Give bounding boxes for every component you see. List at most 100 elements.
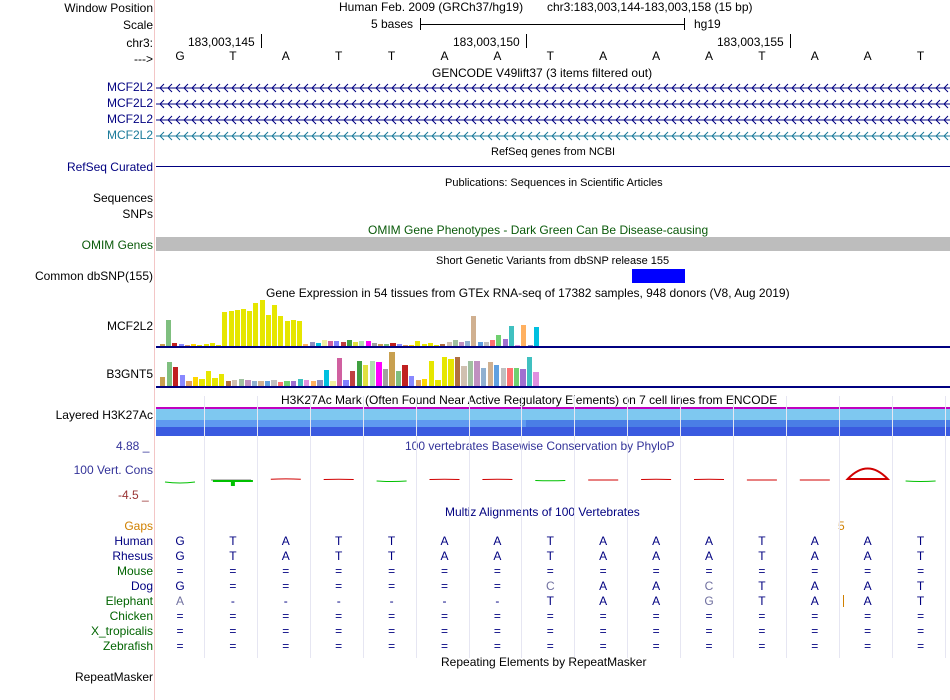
gtex-gene1-tissue-bar[interactable] [297, 321, 303, 346]
repeatmasker-label[interactable]: RepeatMasker [74, 670, 153, 684]
gtex-gene1-tissue-bar[interactable] [402, 344, 408, 346]
gtex-gene2-tissue-bar[interactable] [441, 357, 448, 386]
gtex-gene1-tissue-bar[interactable] [384, 343, 390, 346]
gtex-gene2-tissue-bar[interactable] [277, 382, 284, 386]
gtex-gene2-tissue-bar[interactable] [408, 376, 415, 386]
gtex-gene1-tissue-bar[interactable] [359, 340, 365, 346]
gtex-gene1-tissue-bar[interactable] [178, 343, 184, 346]
gtex-gene2-tissue-bar[interactable] [363, 365, 369, 386]
gtex-gene1-tissue-bar[interactable] [490, 339, 496, 346]
h3k27ac-label[interactable]: Layered H3K27Ac [55, 408, 153, 422]
gtex-gene2-tissue-bar[interactable] [428, 361, 434, 386]
gtex-gene1-tissue-bar[interactable] [209, 342, 215, 346]
gtex-gene2-tissue-bar[interactable] [323, 370, 330, 386]
gtex-gene1-tissue-bar[interactable] [166, 320, 172, 346]
species-label[interactable]: Mouse [116, 564, 153, 578]
gtex-gene2-tissue-bar[interactable] [304, 380, 310, 386]
gtex-gene1-tissue-bar[interactable] [247, 310, 253, 346]
gtex-gene2-tissue-bar[interactable] [291, 381, 297, 386]
gtex-gene2-tissue-bar[interactable] [448, 359, 454, 386]
gtex-gene2-tissue-bar[interactable] [481, 368, 487, 386]
species-label[interactable]: Human [114, 534, 153, 548]
gtex-gene1-tissue-bar[interactable] [396, 343, 402, 346]
gtex-gene2-tissue-bar[interactable] [343, 380, 349, 386]
gtex-gene1-bars[interactable] [160, 298, 540, 346]
gtex-gene2-tissue-bar[interactable] [218, 374, 225, 386]
refseq-label[interactable]: RefSeq Curated [66, 160, 153, 174]
gtex-gene2-tissue-bar[interactable] [225, 381, 231, 386]
gtex-gene1-tissue-bar[interactable] [508, 325, 514, 346]
gtex-gene1-tissue-bar[interactable] [434, 344, 440, 346]
gtex-gene1-tissue-bar[interactable] [265, 314, 271, 346]
gtex-gene1-tissue-bar[interactable] [197, 344, 203, 346]
gtex-gene1-tissue-bar[interactable] [321, 339, 327, 346]
gtex-gene1-tissue-bar[interactable] [172, 342, 178, 346]
gtex-gene1-tissue-bar[interactable] [533, 326, 539, 346]
gtex-gene1-tissue-bar[interactable] [184, 344, 190, 346]
gtex-gene1-tissue-bar[interactable] [309, 341, 315, 346]
gtex-gene2-tissue-bar[interactable] [467, 361, 474, 386]
gtex-gene1-tissue-bar[interactable] [234, 309, 240, 346]
gtex-gene1-tissue-bar[interactable] [502, 338, 508, 346]
publications-title[interactable]: Publications: Sequences in Scientific Ar… [445, 177, 663, 189]
species-label[interactable]: Dog [130, 579, 153, 593]
gtex-gene1-tissue-bar[interactable] [228, 310, 234, 346]
gtex-gene1-tissue-bar[interactable] [527, 344, 533, 346]
gtex-gene1-tissue-bar[interactable] [253, 303, 259, 346]
gtex-gene2-tissue-bar[interactable] [284, 381, 290, 386]
gtex-gene1-tissue-bar[interactable] [259, 300, 265, 346]
gtex-gene1-tissue-bar[interactable] [216, 344, 222, 346]
gtex-gene2-tissue-bar[interactable] [513, 368, 520, 386]
gtex-gene1-tissue-bar[interactable] [160, 343, 166, 346]
gencode-gene-label[interactable]: MCF2L2 [106, 96, 153, 110]
gtex-gene2-tissue-bar[interactable] [310, 381, 317, 386]
gtex-gene1-tissue-bar[interactable] [365, 340, 371, 346]
gtex-gene1-tissue-bar[interactable] [452, 339, 458, 346]
gtex-gene2-tissue-bar[interactable] [402, 365, 408, 386]
position-readout[interactable]: chr3:183,003,144-183,003,158 (15 bp) [547, 0, 753, 14]
gtex-gene2-tissue-bar[interactable] [251, 381, 258, 386]
gtex-gene2-tissue-bar[interactable] [179, 375, 185, 386]
gtex-gene2-tissue-bar[interactable] [297, 379, 303, 386]
publications-label-sequences[interactable]: Sequences [92, 191, 153, 205]
gencode-gene-label[interactable]: MCF2L2 [106, 80, 153, 94]
gencode-gene-bar[interactable] [156, 99, 950, 109]
gtex-gene1-tissue-bar[interactable] [427, 342, 433, 346]
publications-label-snps[interactable]: SNPs [122, 207, 153, 221]
gtex-gene1-tissue-bar[interactable] [371, 342, 377, 346]
gencode-title[interactable]: GENCODE V49lift37 (3 items filtered out) [432, 66, 653, 80]
dbsnp-title[interactable]: Short Genetic Variants from dbSNP releas… [436, 255, 670, 267]
gtex-gene1-tissue-bar[interactable] [390, 342, 396, 346]
species-label[interactable]: Rhesus [112, 549, 153, 563]
gtex-gene2-tissue-bar[interactable] [520, 369, 526, 386]
gtex-gene2-tissue-bar[interactable] [369, 361, 375, 386]
h3k27ac-title[interactable]: H3K27Ac Mark (Often Found Near Active Re… [281, 393, 778, 407]
gtex-gene1-tissue-bar[interactable] [415, 340, 421, 346]
gtex-gene2-tissue-bar[interactable] [507, 368, 513, 386]
gtex-gene2-tissue-bar[interactable] [376, 362, 382, 386]
gtex-gene1-tissue-bar[interactable] [340, 341, 346, 346]
gencode-gene-bar[interactable] [156, 131, 950, 141]
gtex-gene2-tissue-bar[interactable] [330, 381, 336, 386]
species-label[interactable]: Chicken [109, 609, 153, 623]
gtex-gene1-tissue-bar[interactable] [222, 311, 228, 346]
gtex-gene2-tissue-bar[interactable] [271, 380, 277, 386]
gtex-gene1-tissue-bar[interactable] [483, 341, 489, 346]
gtex-gene1-tissue-bar[interactable] [278, 316, 284, 346]
gtex-gene1-tissue-bar[interactable] [471, 316, 477, 346]
gtex-gene2-bars[interactable] [160, 350, 540, 386]
gtex-gene1-tissue-bar[interactable] [315, 342, 321, 346]
gtex-gene1-tissue-bar[interactable] [284, 321, 290, 346]
gtex-gene2-tissue-bar[interactable] [166, 362, 172, 386]
gtex-gene2-tissue-bar[interactable] [264, 381, 271, 386]
dbsnp-label[interactable]: Common dbSNP(155) [34, 269, 153, 283]
gencode-gene-label[interactable]: MCF2L2 [106, 128, 153, 142]
gtex-gene1-tissue-bar[interactable] [203, 343, 209, 346]
gtex-gene2-tissue-bar[interactable] [238, 379, 244, 386]
gtex-gene1-tissue-bar[interactable] [409, 344, 415, 346]
gtex-gene1-tissue-bar[interactable] [459, 341, 465, 346]
phylop-title[interactable]: 100 vertebrates Basewise Conservation by… [405, 439, 675, 453]
gtex-gene2-tissue-bar[interactable] [395, 371, 402, 386]
gtex-gene1-tissue-bar[interactable] [290, 320, 296, 346]
gtex-gene2-tissue-bar[interactable] [435, 380, 441, 386]
